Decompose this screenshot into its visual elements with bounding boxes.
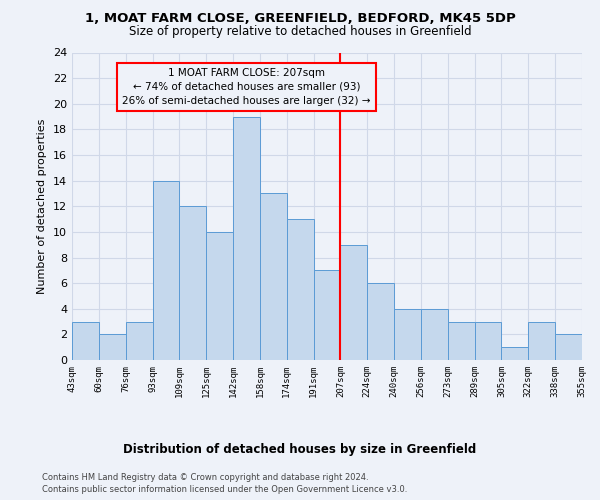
Bar [394,308,421,360]
Bar [340,244,367,360]
Bar [179,206,206,360]
Bar [367,283,394,360]
Bar [152,180,179,360]
Text: 1 MOAT FARM CLOSE: 207sqm
← 74% of detached houses are smaller (93)
26% of semi-: 1 MOAT FARM CLOSE: 207sqm ← 74% of detac… [122,68,371,106]
Text: Size of property relative to detached houses in Greenfield: Size of property relative to detached ho… [128,25,472,38]
Text: Contains public sector information licensed under the Open Government Licence v3: Contains public sector information licen… [42,485,407,494]
Bar [260,194,287,360]
Bar [421,308,448,360]
Text: 1, MOAT FARM CLOSE, GREENFIELD, BEDFORD, MK45 5DP: 1, MOAT FARM CLOSE, GREENFIELD, BEDFORD,… [85,12,515,26]
Bar [287,219,314,360]
Bar [99,334,125,360]
Bar [125,322,152,360]
Text: Contains HM Land Registry data © Crown copyright and database right 2024.: Contains HM Land Registry data © Crown c… [42,472,368,482]
Y-axis label: Number of detached properties: Number of detached properties [37,118,47,294]
Bar [233,116,260,360]
Bar [206,232,233,360]
Bar [502,347,529,360]
Bar [448,322,475,360]
Text: Distribution of detached houses by size in Greenfield: Distribution of detached houses by size … [124,442,476,456]
Bar [475,322,502,360]
Bar [555,334,582,360]
Bar [72,322,99,360]
Bar [314,270,340,360]
Bar [529,322,555,360]
